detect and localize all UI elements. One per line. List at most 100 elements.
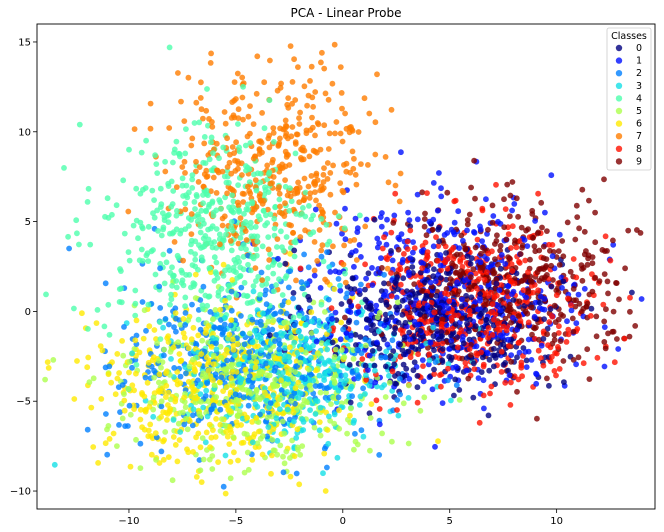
scatter-point-class-9 bbox=[342, 314, 348, 321]
scatter-point-class-9 bbox=[575, 354, 582, 361]
scatter-point-class-4 bbox=[254, 170, 261, 177]
scatter-point-class-1 bbox=[363, 216, 370, 223]
scatter-point-class-9 bbox=[439, 316, 446, 323]
scatter-point-class-5 bbox=[330, 395, 336, 401]
scatter-point-class-4 bbox=[132, 312, 139, 319]
scatter-point-class-4 bbox=[150, 247, 156, 253]
scatter-point-class-7 bbox=[213, 190, 220, 196]
scatter-point-class-6 bbox=[331, 286, 338, 292]
scatter-point-class-8 bbox=[570, 256, 577, 262]
scatter-point-class-5 bbox=[259, 433, 266, 439]
scatter-point-class-9 bbox=[626, 333, 633, 340]
scatter-point-class-3 bbox=[200, 404, 207, 411]
scatter-point-class-3 bbox=[323, 341, 330, 347]
scatter-point-class-4 bbox=[263, 212, 269, 219]
scatter-point-class-8 bbox=[297, 265, 304, 272]
scatter-point-class-7 bbox=[203, 167, 210, 174]
scatter-point-class-9 bbox=[508, 358, 514, 365]
scatter-point-class-3 bbox=[238, 376, 245, 383]
scatter-point-class-3 bbox=[326, 367, 332, 374]
scatter-point-class-0 bbox=[470, 394, 477, 401]
scatter-point-class-8 bbox=[540, 362, 547, 369]
scatter-point-class-6 bbox=[213, 416, 220, 422]
scatter-point-class-4 bbox=[237, 235, 244, 241]
scatter-point-class-8 bbox=[501, 300, 507, 307]
scatter-point-class-0 bbox=[516, 323, 523, 329]
legend-title: Classes bbox=[611, 31, 647, 42]
scatter-point-class-4 bbox=[249, 198, 256, 205]
scatter-point-class-7 bbox=[243, 237, 250, 243]
scatter-point-class-4 bbox=[169, 282, 176, 289]
scatter-point-class-7 bbox=[181, 158, 188, 165]
scatter-point-class-7 bbox=[224, 135, 231, 142]
scatter-point-class-4 bbox=[287, 185, 293, 192]
scatter-point-class-6 bbox=[283, 364, 290, 371]
scatter-point-class-1 bbox=[525, 336, 532, 343]
scatter-point-class-9 bbox=[509, 179, 516, 185]
scatter-point-class-8 bbox=[515, 376, 522, 383]
scatter-point-class-6 bbox=[114, 375, 121, 382]
scatter-point-class-4 bbox=[223, 179, 230, 186]
scatter-point-class-4 bbox=[158, 201, 165, 208]
scatter-point-class-6 bbox=[208, 344, 215, 350]
scatter-point-class-8 bbox=[506, 343, 512, 349]
scatter-point-class-6 bbox=[158, 414, 165, 420]
scatter-point-class-0 bbox=[382, 363, 389, 370]
scatter-point-class-2 bbox=[335, 394, 342, 401]
scatter-point-class-0 bbox=[548, 283, 555, 290]
scatter-point-class-8 bbox=[479, 205, 486, 212]
scatter-point-class-0 bbox=[588, 305, 595, 312]
scatter-point-class-9 bbox=[559, 238, 566, 244]
scatter-point-class-3 bbox=[331, 366, 338, 373]
scatter-point-class-4 bbox=[208, 134, 215, 141]
scatter-point-class-8 bbox=[452, 197, 459, 204]
scatter-point-class-1 bbox=[573, 320, 580, 327]
scatter-point-class-9 bbox=[581, 228, 588, 235]
scatter-point-class-8 bbox=[379, 245, 386, 252]
scatter-point-class-4 bbox=[203, 187, 210, 194]
scatter-point-class-2 bbox=[272, 364, 279, 371]
scatter-point-class-8 bbox=[450, 256, 457, 262]
scatter-point-class-9 bbox=[464, 217, 471, 223]
scatter-point-class-4 bbox=[65, 233, 71, 240]
scatter-point-class-4 bbox=[185, 215, 192, 221]
scatter-point-class-8 bbox=[545, 342, 551, 349]
scatter-point-class-4 bbox=[61, 165, 67, 171]
scatter-point-class-5 bbox=[120, 352, 127, 359]
scatter-point-class-5 bbox=[281, 319, 288, 326]
scatter-point-class-5 bbox=[303, 349, 309, 356]
scatter-point-class-3 bbox=[197, 381, 204, 388]
scatter-point-class-8 bbox=[488, 383, 495, 390]
scatter-point-class-4 bbox=[183, 272, 190, 278]
scatter-point-class-7 bbox=[327, 191, 334, 198]
scatter-point-class-1 bbox=[509, 291, 515, 298]
scatter-point-class-2 bbox=[207, 309, 214, 315]
scatter-point-class-3 bbox=[320, 470, 326, 477]
scatter-point-class-4 bbox=[145, 258, 152, 264]
scatter-point-class-7 bbox=[331, 41, 338, 48]
scatter-point-class-7 bbox=[309, 114, 315, 121]
scatter-point-class-1 bbox=[459, 296, 465, 303]
scatter-point-class-2 bbox=[340, 326, 346, 333]
scatter-point-class-2 bbox=[104, 451, 111, 458]
scatter-point-class-4 bbox=[265, 264, 272, 271]
scatter-point-class-5 bbox=[255, 372, 262, 379]
scatter-point-class-7 bbox=[296, 121, 303, 127]
scatter-point-class-4 bbox=[276, 262, 283, 268]
legend-marker-8 bbox=[615, 145, 623, 152]
scatter-point-class-0 bbox=[388, 314, 395, 320]
scatter-point-class-6 bbox=[338, 319, 344, 326]
scatter-point-class-2 bbox=[189, 301, 195, 308]
scatter-point-class-0 bbox=[417, 311, 423, 318]
scatter-point-class-2 bbox=[161, 352, 167, 359]
scatter-point-class-0 bbox=[295, 304, 302, 311]
scatter-point-class-1 bbox=[342, 205, 348, 212]
scatter-point-class-0 bbox=[400, 361, 407, 368]
scatter-point-class-5 bbox=[209, 466, 216, 472]
scatter-point-class-4 bbox=[216, 231, 223, 238]
scatter-point-class-6 bbox=[216, 379, 223, 386]
scatter-point-class-2 bbox=[181, 421, 188, 428]
scatter-point-class-4 bbox=[228, 224, 235, 231]
scatter-point-class-7 bbox=[296, 115, 302, 121]
scatter-point-class-0 bbox=[407, 223, 414, 230]
